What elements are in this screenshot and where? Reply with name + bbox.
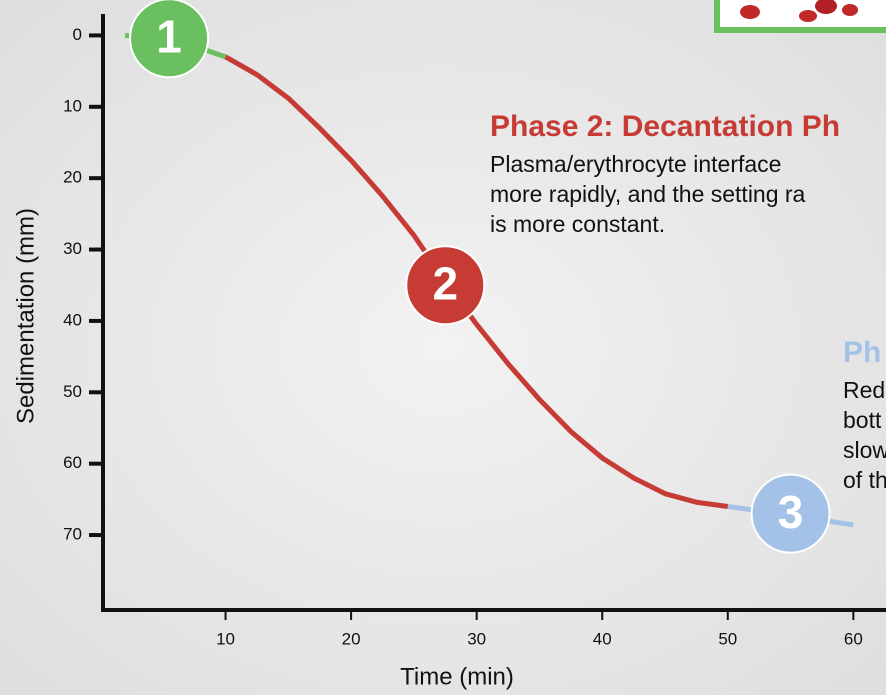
annotation-text: bott — [843, 407, 882, 433]
y-tick-label: 0 — [73, 25, 82, 44]
annotation-text: is more constant. — [490, 211, 665, 237]
y-tick-label: 30 — [63, 239, 82, 258]
x-tick-label: 50 — [718, 629, 737, 648]
x-tick-label: 40 — [593, 629, 612, 648]
phase-marker-label: 3 — [778, 486, 804, 538]
y-axis-label: Sedimentation (mm) — [12, 208, 39, 424]
x-axis-label: Time (min) — [400, 663, 514, 690]
annotation-text: of th — [843, 467, 886, 493]
y-tick-label: 70 — [63, 525, 82, 544]
x-tick-label: 60 — [844, 629, 863, 648]
phase-marker-label: 2 — [432, 257, 458, 309]
phase-marker-label: 1 — [156, 10, 182, 62]
page: Time (min) Sedimentation (mm) 0 10 20 30 40 5… — [0, 0, 886, 695]
cell-image — [717, 0, 886, 30]
x-tick-label: 30 — [467, 629, 486, 648]
y-tick-label: 10 — [63, 96, 82, 115]
annotation-text: slow — [843, 437, 886, 463]
x-tick-label: 10 — [216, 629, 235, 648]
x-tick-label: 20 — [342, 629, 361, 648]
background — [0, 0, 886, 695]
y-tick-label: 50 — [63, 382, 82, 401]
y-tick-label: 60 — [63, 453, 82, 472]
y-tick-label: 40 — [63, 310, 82, 329]
annotation-text: Red — [843, 377, 885, 403]
annotation-text: Plasma/erythrocyte interface — [490, 151, 781, 177]
y-tick-label: 20 — [63, 168, 82, 187]
annotation-title: Phase 2: Decantation Ph — [490, 110, 840, 143]
annotation-title: Ph — [843, 336, 881, 369]
chart: Time (min) Sedimentation (mm) 0 10 20 30 40 5… — [0, 0, 886, 695]
annotation-text: more rapidly, and the setting ra — [490, 181, 806, 207]
